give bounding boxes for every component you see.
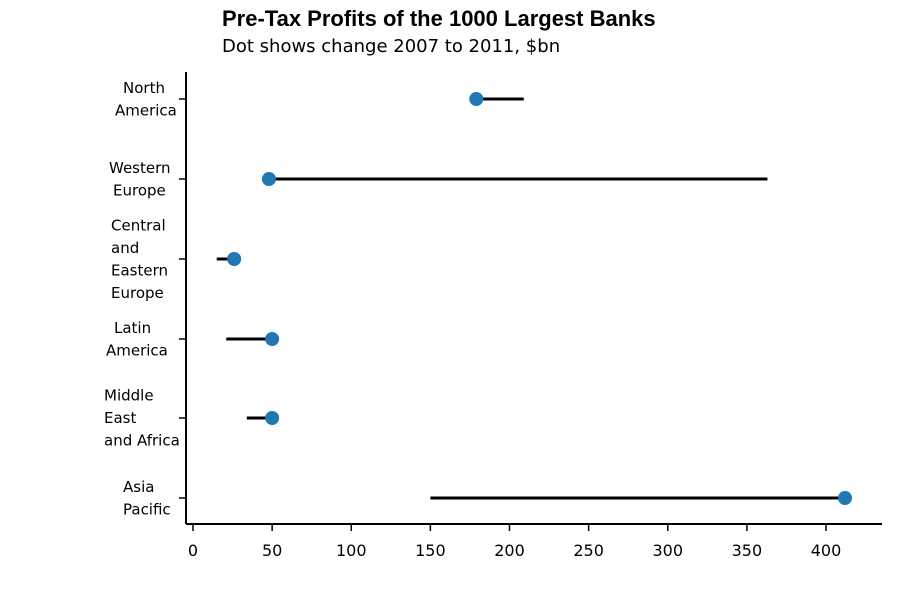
category-label: Latin <box>114 319 151 337</box>
category-label: Eastern <box>111 261 168 279</box>
category-label: Asia <box>123 478 154 496</box>
x-tick-label: 250 <box>573 541 604 560</box>
category-label: and Africa <box>104 432 180 450</box>
category-label: East <box>104 409 136 427</box>
x-tick-label: 50 <box>262 541 282 560</box>
category-label: Central <box>111 216 166 234</box>
x-tick-label: 350 <box>732 541 763 560</box>
category-label: Middle <box>104 387 154 405</box>
dot-2011 <box>227 252 242 266</box>
category-label: Western <box>109 159 171 177</box>
category-label: and <box>111 239 139 257</box>
category-label: America <box>106 341 168 359</box>
x-tick-label: 0 <box>188 541 198 560</box>
dot-2011 <box>261 172 276 186</box>
dot-2011 <box>265 332 280 346</box>
category-label: North <box>123 79 165 97</box>
category-label: Europe <box>111 284 164 302</box>
axes: 0 50 100 150 200 250 300 350 400 North America West… <box>104 72 882 560</box>
chart-title: Pre-Tax Profits of the 1000 Largest Bank… <box>222 6 656 31</box>
chart-subtitle: Dot shows change 2007 to 2011, $bn <box>222 36 561 57</box>
x-tick-label: 150 <box>415 541 446 560</box>
chart-marks <box>216 92 852 505</box>
dot-2011 <box>265 411 280 425</box>
x-tick-label: 300 <box>652 541 683 560</box>
dot-2011 <box>469 92 484 106</box>
x-tick-label: 200 <box>494 541 525 560</box>
category-label: America <box>115 101 177 119</box>
category-label: Europe <box>113 181 166 199</box>
x-tick-label: 100 <box>336 541 367 560</box>
dot-2011 <box>838 491 852 505</box>
x-tick-label: 400 <box>811 541 842 560</box>
category-label: Pacific <box>123 500 171 518</box>
